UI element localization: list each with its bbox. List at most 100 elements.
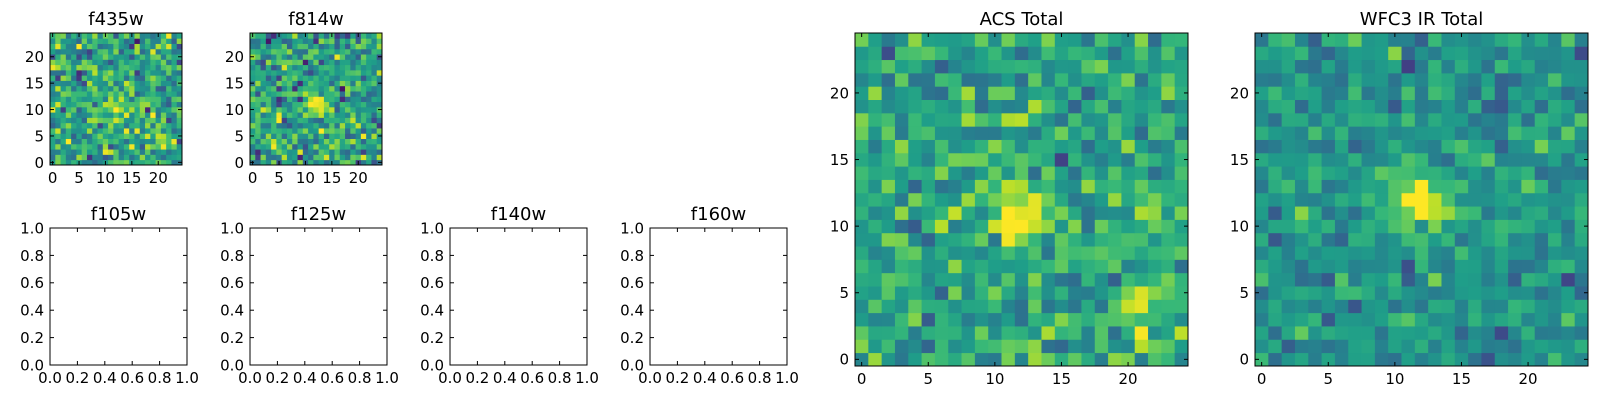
heatmap-cell (323, 91, 330, 97)
x-tick-label: 0.4 (93, 369, 117, 387)
heatmap-cell (308, 128, 314, 134)
heatmap-cell (1561, 352, 1576, 367)
heatmap-cell (1534, 299, 1549, 314)
heatmap-cell (961, 33, 976, 47)
heatmap-cell (1281, 152, 1296, 167)
heatmap-cell (1388, 99, 1402, 114)
axes-frame (854, 32, 1189, 367)
heatmap-cell (92, 33, 98, 39)
heatmap-cell (1321, 99, 1336, 114)
heatmap-cell (255, 149, 261, 155)
heatmap-cell (1148, 272, 1162, 287)
heatmap-cell (334, 33, 341, 39)
heatmap-cell (134, 101, 141, 108)
heatmap-cell (86, 54, 93, 60)
heatmap-cell (345, 75, 351, 81)
heatmap-cell (281, 75, 288, 81)
heatmap-cell (350, 159, 356, 166)
heatmap-cell (334, 75, 341, 81)
heatmap-cell (1028, 232, 1042, 247)
heatmap-cell (71, 122, 77, 129)
heatmap-cell (948, 272, 962, 287)
heatmap-cell (1094, 246, 1109, 260)
heatmap-cell (329, 106, 335, 113)
heatmap-cell (81, 122, 88, 129)
heatmap-cell (1068, 352, 1082, 367)
heatmap-cell (334, 128, 341, 134)
heatmap-cell (60, 85, 67, 92)
heatmap-cell (1308, 99, 1322, 114)
heatmap-cell (1361, 112, 1376, 127)
heatmap-cell (1374, 299, 1389, 314)
heatmap-cell (323, 38, 330, 44)
heatmap-cell (271, 117, 277, 124)
heatmap-cell (108, 101, 114, 108)
heatmap-cell (1574, 312, 1589, 327)
heatmap-cell (260, 54, 267, 60)
heatmap-cell (1414, 112, 1429, 127)
heatmap-cell (1454, 59, 1469, 74)
heatmap-cell (1268, 72, 1283, 87)
heatmap-cell (1174, 72, 1189, 87)
heatmap-cell (308, 154, 314, 161)
heatmap-cell (1321, 72, 1336, 87)
heatmap-cell (988, 246, 1002, 260)
heatmap-cell (329, 75, 335, 81)
heatmap-cell (1428, 72, 1442, 87)
heatmap-cell (60, 154, 67, 161)
heatmap-cell (171, 54, 178, 60)
heatmap-cell (302, 43, 309, 50)
heatmap-cell (1388, 59, 1402, 74)
heatmap-cell (1428, 126, 1442, 140)
heatmap-cell (97, 101, 104, 108)
heatmap-cell (260, 128, 267, 134)
heatmap-cell (102, 101, 109, 108)
heatmap-cell (1081, 139, 1096, 154)
heatmap-cell (65, 85, 72, 92)
heatmap-cell (176, 128, 183, 134)
heatmap-cell (1161, 206, 1176, 220)
heatmap-cell (1494, 299, 1509, 314)
heatmap-cell (934, 352, 949, 367)
heatmap-cell (1014, 99, 1029, 114)
y-tick-label: 20 (25, 48, 44, 66)
heatmap-cell (1428, 46, 1442, 61)
heatmap-cell (76, 48, 83, 55)
heatmap-cell (329, 64, 335, 71)
heatmap-cell (1441, 192, 1456, 207)
heatmap-cell (371, 75, 378, 81)
heatmap-cell (1014, 179, 1029, 194)
heatmap-cell (371, 143, 378, 150)
heatmap-cell (894, 246, 909, 260)
x-tick-label: 15 (1452, 370, 1471, 388)
heatmap-cell (948, 352, 962, 367)
heatmap-cell (97, 59, 104, 66)
heatmap-cell (1108, 352, 1122, 367)
heatmap-cell (308, 138, 314, 145)
heatmap-cell (1361, 86, 1376, 100)
heatmap-cell (1521, 206, 1536, 220)
heatmap-cell (339, 101, 346, 108)
heatmap-cell (1161, 99, 1176, 114)
heatmap-cell (271, 138, 277, 145)
heatmap-cell (139, 64, 146, 71)
heatmap-cell (1014, 112, 1029, 127)
heatmap-cell (118, 138, 125, 145)
heatmap-cell (265, 75, 272, 81)
x-tick-label: 0.8 (348, 369, 372, 387)
heatmap-cell (1068, 219, 1082, 234)
heatmap-cell (108, 133, 114, 139)
heatmap-cell (1294, 33, 1309, 47)
heatmap-cell (1094, 312, 1109, 327)
heatmap-cell (97, 75, 104, 81)
heatmap-cell (1308, 206, 1322, 220)
heatmap-cell (1174, 139, 1189, 154)
heatmap-cell (145, 159, 151, 166)
heatmap-cell (1281, 72, 1296, 87)
heatmap-cell (318, 106, 325, 113)
heatmap-cell (1334, 299, 1349, 314)
heatmap-cell (155, 112, 162, 118)
heatmap-cell (81, 38, 88, 44)
heatmap-cell (1414, 352, 1429, 367)
heatmap-cell (1294, 46, 1309, 61)
